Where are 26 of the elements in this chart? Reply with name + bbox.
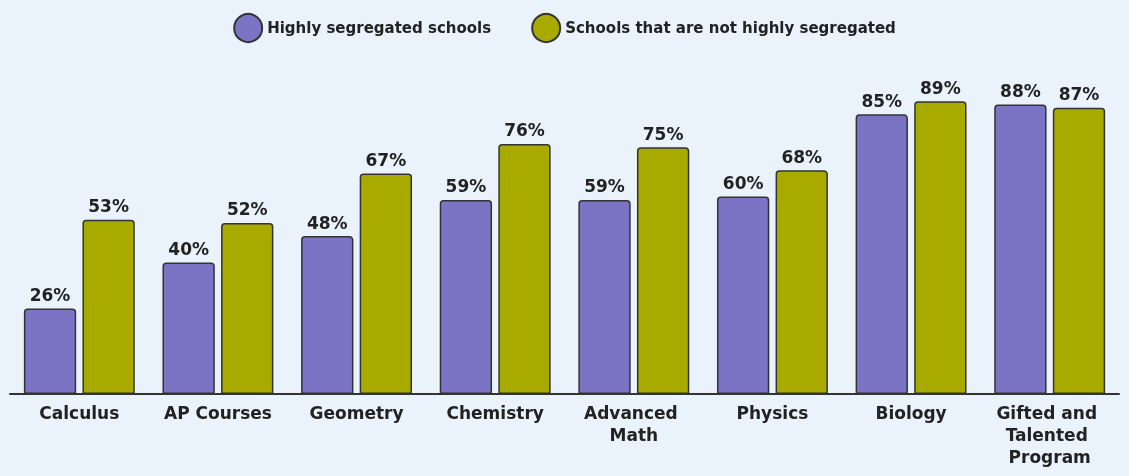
legend-label: Highly segregated schools (267, 19, 492, 37)
x-tick-label: Biology (875, 403, 947, 423)
data-label: 68% (781, 146, 823, 167)
x-tick-label: Advanced Math (583, 403, 684, 445)
x-tick-label: Physics (736, 403, 809, 423)
x-tick-label: Chemistry (446, 403, 544, 423)
data-label: 85% (861, 90, 903, 111)
data-label: 60% (722, 173, 764, 194)
data-label: 89% (920, 77, 961, 98)
data-label: 53% (88, 196, 129, 217)
x-tick-label: AP Courses (163, 403, 272, 423)
data-label: 52% (226, 199, 268, 220)
data-label: 26% (29, 284, 71, 305)
data-label: 48% (306, 212, 348, 233)
legend-label: Schools that are not highly segregated (565, 19, 896, 37)
x-tick-label: Calculus (39, 403, 120, 423)
data-label: 40% (168, 238, 209, 259)
x-tick-label: Geometry (309, 403, 404, 423)
data-label: 76% (504, 120, 545, 141)
data-label: 87% (1058, 84, 1100, 105)
data-label: 67% (365, 150, 407, 171)
data-label: 88% (1000, 80, 1041, 101)
x-tick-label: Gifted and Talented Program (996, 403, 1103, 467)
data-label: 59% (584, 176, 625, 197)
data-label: 75% (642, 123, 684, 144)
data-label: 59% (445, 176, 487, 197)
